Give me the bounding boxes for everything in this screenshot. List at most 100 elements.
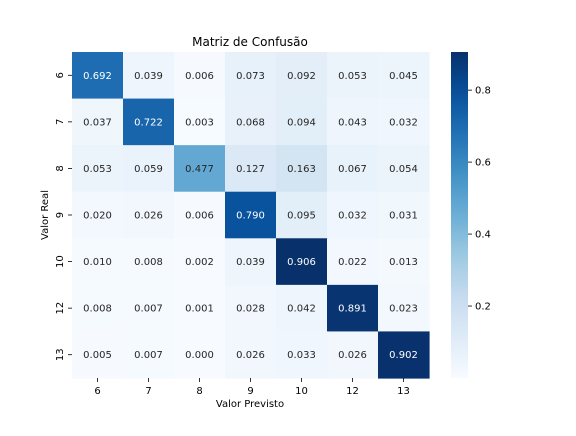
cell-value-label: 0.073	[236, 71, 265, 82]
heatmap-cell	[378, 331, 430, 379]
y-tick-label: 10	[55, 255, 66, 268]
heatmap-cell	[276, 145, 328, 193]
heatmap-cell	[72, 191, 124, 239]
cell-value-label: 0.022	[338, 257, 367, 268]
cell-value-label: 0.028	[236, 304, 265, 315]
heatmap-cell	[378, 191, 430, 239]
heatmap-cell	[174, 284, 226, 333]
cell-value-label: 0.006	[185, 211, 214, 222]
cell-value-label: 0.053	[338, 71, 367, 82]
y-tick-label: 12	[55, 302, 66, 315]
heatmap-cell	[276, 191, 328, 239]
cell-value-label: 0.094	[287, 117, 316, 128]
cell-value-label: 0.007	[134, 304, 163, 315]
cell-value-label: 0.095	[287, 211, 316, 222]
cell-value-label: 0.008	[134, 257, 163, 268]
y-tick-label: 7	[55, 119, 66, 125]
heatmap-cell	[174, 52, 226, 100]
cell-value-label: 0.042	[287, 304, 316, 315]
cell-value-label: 0.037	[83, 117, 112, 128]
cell-value-label: 0.031	[389, 211, 418, 222]
heatmap-cell	[123, 238, 175, 286]
cell-value-label: 0.023	[389, 304, 418, 315]
cell-value-label: 0.722	[134, 117, 163, 128]
heatmap-cell	[225, 145, 277, 193]
heatmap-cell	[276, 331, 328, 379]
cell-value-label: 0.692	[83, 71, 112, 82]
heatmap-cell-labels: 0.692 0.039 0.006 0.073 0.092 0.053 0.045 0.037…	[83, 71, 418, 361]
heatmap-cell	[174, 191, 226, 239]
x-axis: 6 7 8 9 10 12 13	[94, 378, 410, 397]
heatmap-cell	[225, 284, 277, 333]
cell-value-label: 0.006	[185, 71, 214, 82]
cell-value-label: 0.033	[287, 350, 316, 361]
colorbar-ticks: 0.2 0.4 0.6 0.8	[468, 86, 491, 313]
heatmap-cells	[72, 52, 430, 379]
cell-value-label: 0.003	[185, 117, 214, 128]
cell-value-label: 0.127	[236, 164, 265, 175]
cell-value-label: 0.013	[389, 257, 418, 268]
y-tick-label: 13	[55, 348, 66, 361]
x-tick-label: 13	[397, 386, 410, 397]
cell-value-label: 0.891	[338, 304, 367, 315]
heatmap-cell	[225, 52, 277, 100]
cell-value-label: 0.043	[338, 117, 367, 128]
cell-value-label: 0.001	[185, 304, 214, 315]
heatmap-cell	[225, 98, 277, 146]
cell-value-label: 0.026	[236, 350, 265, 361]
heatmap-cell	[72, 284, 124, 333]
cell-value-label: 0.163	[287, 164, 316, 175]
heatmap-cell	[225, 331, 277, 379]
cell-value-label: 0.092	[287, 71, 316, 82]
heatmap-cell	[72, 52, 124, 100]
cell-value-label: 0.059	[134, 164, 163, 175]
colorbar-tick-label: 0.6	[475, 158, 491, 169]
heatmap-cell	[72, 238, 124, 286]
heatmap-cell	[123, 331, 175, 379]
cell-value-label: 0.906	[287, 257, 316, 268]
heatmap-cell	[123, 52, 175, 100]
heatmap-cell	[123, 284, 175, 333]
cell-value-label: 0.002	[185, 257, 214, 268]
heatmap-cell	[327, 52, 379, 100]
cell-value-label: 0.054	[389, 164, 418, 175]
heatmap-cell	[123, 98, 175, 146]
heatmap-cell	[225, 238, 277, 286]
heatmap-cell	[123, 145, 175, 193]
cell-value-label: 0.020	[83, 211, 112, 222]
y-axis-label: Valor Real	[40, 190, 51, 240]
heatmap-cell	[174, 238, 226, 286]
colorbar-tick-label: 0.2	[475, 302, 491, 313]
heatmap-cell	[72, 98, 124, 146]
cell-value-label: 0.902	[389, 350, 418, 361]
heatmap-cell	[174, 145, 226, 193]
cell-value-label: 0.026	[134, 211, 163, 222]
heatmap-cell	[72, 331, 124, 379]
x-tick-label: 9	[247, 386, 253, 397]
y-axis: 6 7 8 9 10 12 13	[55, 72, 72, 361]
heatmap-cell	[378, 284, 430, 333]
cell-value-label: 0.007	[134, 350, 163, 361]
cell-value-label: 0.477	[185, 164, 214, 175]
y-tick-label: 8	[55, 165, 66, 171]
x-tick-label: 7	[145, 386, 151, 397]
cell-value-label: 0.790	[236, 211, 265, 222]
heatmap-cell	[276, 284, 328, 333]
cell-value-label: 0.010	[83, 257, 112, 268]
cell-value-label: 0.067	[338, 164, 367, 175]
cell-value-label: 0.000	[185, 350, 214, 361]
heatmap-cell	[276, 52, 328, 100]
heatmap-cell	[123, 191, 175, 239]
colorbar-tick-label: 0.8	[475, 86, 491, 97]
x-axis-label: Valor Previsto	[216, 399, 284, 410]
x-tick-label: 12	[346, 386, 359, 397]
y-tick-label: 9	[55, 212, 66, 218]
x-tick-label: 10	[295, 386, 308, 397]
heatmap-cell	[72, 145, 124, 193]
heatmap-cell	[174, 331, 226, 379]
x-tick-label: 8	[196, 386, 202, 397]
heatmap-cell	[378, 145, 430, 193]
heatmap-cell	[225, 191, 277, 239]
